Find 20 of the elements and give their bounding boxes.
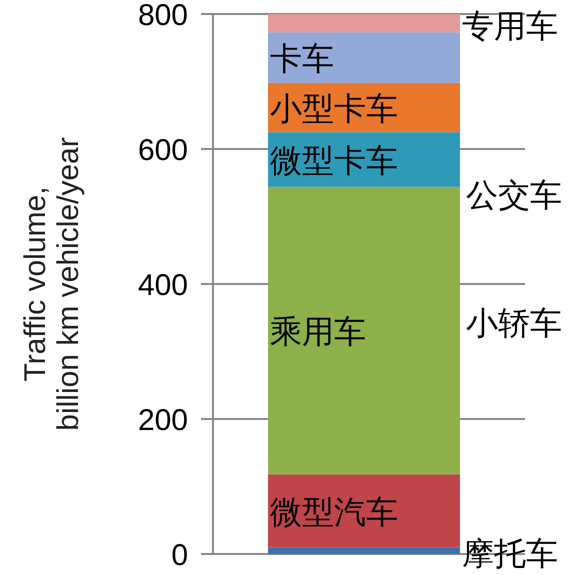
y-axis-title: Traffic volume, billion km vehicle/year (19, 137, 85, 431)
series-label: 卡车 (270, 40, 334, 77)
bar (268, 14, 460, 32)
y-tick-label: 400 (138, 269, 188, 302)
y-tick-label: 0 (171, 539, 188, 572)
series-label: 微型卡车 (270, 142, 398, 178)
annotation: 公交车 (466, 177, 562, 213)
bar (268, 474, 460, 548)
series-label: 摩托车 (462, 536, 558, 572)
annotation: 小轿车 (466, 305, 562, 341)
y-tick-label: 600 (138, 134, 188, 167)
series-label: 专用车 (462, 8, 558, 44)
bar (268, 186, 460, 474)
y-tick-label: 800 (138, 0, 188, 32)
series-label: 微型汽车 (270, 494, 398, 530)
series-label: 小型卡车 (270, 90, 398, 126)
bar (268, 32, 460, 83)
y-tick-label: 200 (138, 404, 188, 437)
bar (268, 547, 460, 554)
series-label: 乘用车 (270, 314, 366, 350)
